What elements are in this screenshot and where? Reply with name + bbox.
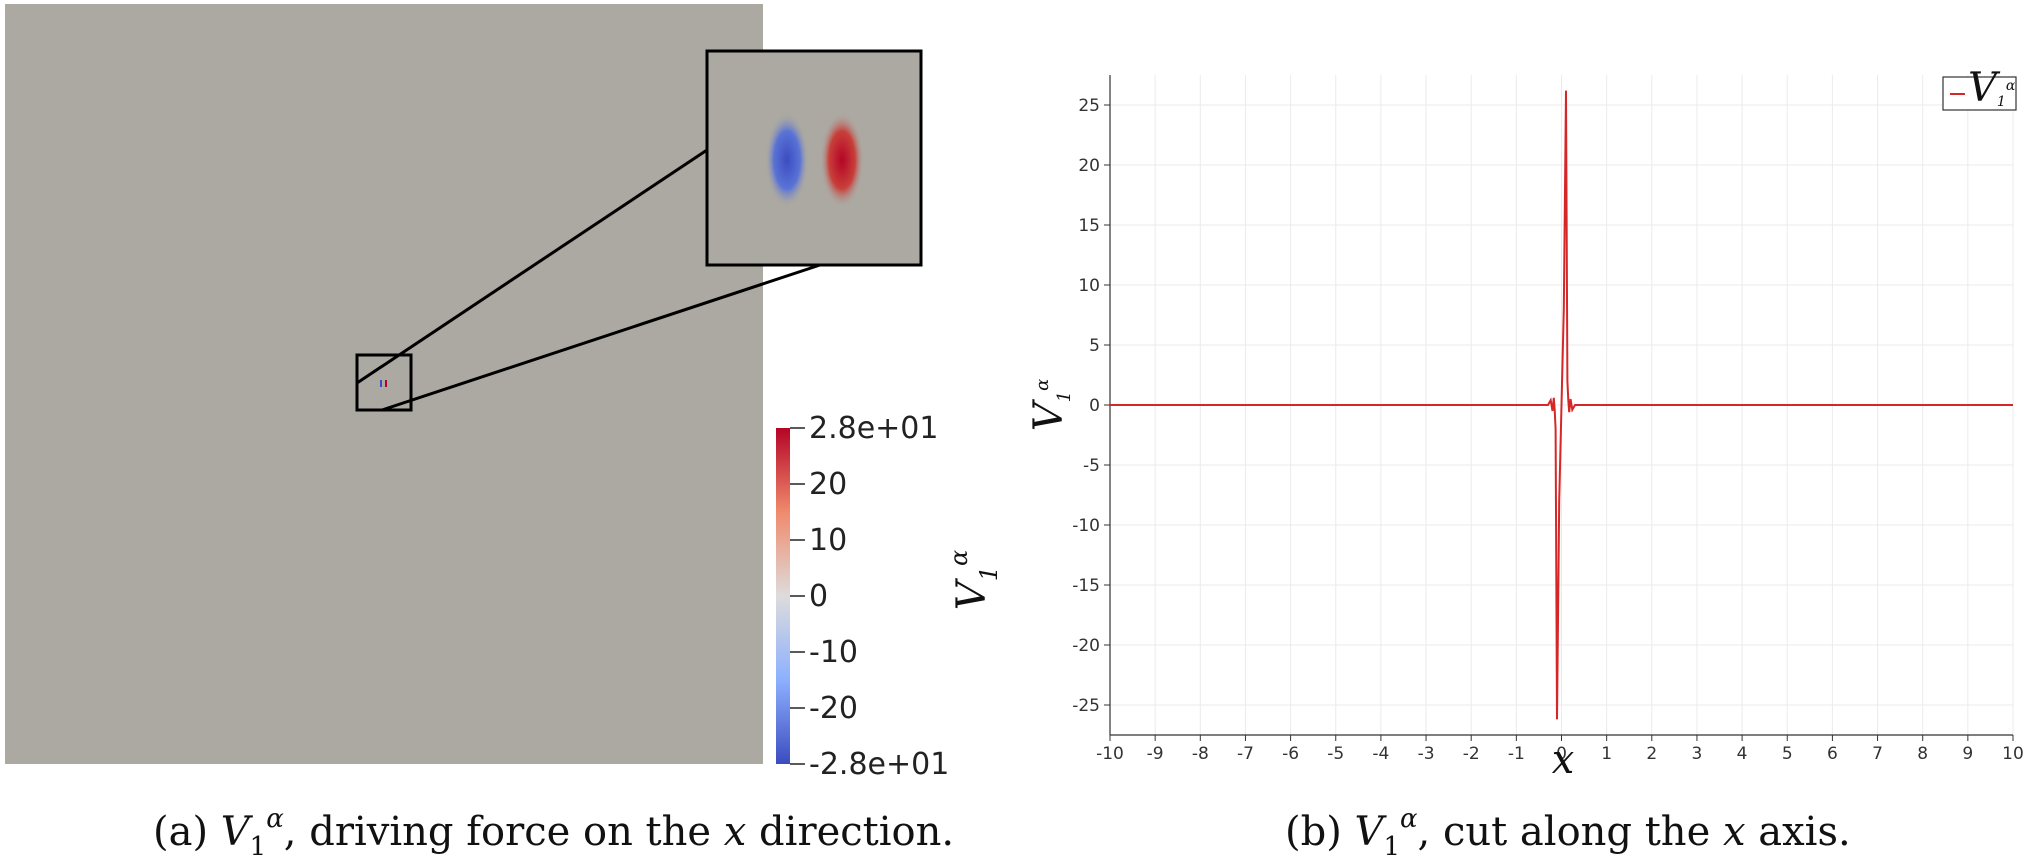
colorbar-tick-label: -10: [809, 635, 858, 670]
svg-text:V1α: V1α: [1026, 379, 1075, 432]
series-line-v1-alpha: [1110, 90, 2013, 720]
svg-text:V1α: V1α: [945, 550, 1003, 610]
caption-b-rest: , cut along the: [1418, 809, 1723, 855]
y-tick-label: 15: [1078, 216, 1100, 236]
caption-a: (a) V1α, driving force on the x directio…: [153, 804, 954, 862]
zoom-connector-upper: [356, 148, 708, 385]
y-axis-label-symbol: V: [1026, 398, 1072, 431]
y-tick-label: -20: [1072, 636, 1100, 656]
y-tick-label: 10: [1078, 276, 1100, 296]
caption-a-subscript: 1: [250, 832, 267, 862]
x-tick-label: 5: [1782, 744, 1793, 764]
colorbar-tick-label: -20: [809, 691, 858, 726]
y-tick-labels: 25 20 15 10 5 0 -5 -10 -15 -20 -25: [1072, 96, 1110, 716]
y-tick-label: -25: [1072, 696, 1100, 716]
colorbar-label-superscript: α: [945, 550, 973, 566]
x-tick-label: -7: [1237, 744, 1254, 764]
caption-a-rest: , driving force on the: [284, 809, 724, 855]
x-axis-label: x: [1552, 737, 1575, 783]
x-tick-label: 3: [1692, 744, 1703, 764]
legend-superscript: α: [2006, 78, 2016, 94]
caption-b-end: axis.: [1746, 809, 1851, 855]
colorbar-label: V1α: [945, 550, 1003, 610]
x-tick-label: -8: [1192, 744, 1209, 764]
colorbar-tick-label: -2.8e+01: [809, 747, 949, 782]
x-tick-label: 10: [2002, 744, 2024, 764]
x-tick-label: -4: [1372, 744, 1389, 764]
x-tick-label: 8: [1917, 744, 1928, 764]
colorbar-tick-label: 2.8e+01: [809, 411, 938, 446]
x-tick-label: 1: [1601, 744, 1612, 764]
y-tick-label: -5: [1083, 456, 1100, 476]
legend-entry: V1α: [1968, 65, 2016, 111]
colorbar-tick-label: 10: [809, 523, 847, 558]
caption-b-symbol: V: [1355, 809, 1388, 855]
y-axis-label-subscript: 1: [1054, 391, 1075, 402]
legend-subscript: 1: [1997, 94, 2006, 110]
caption-b-var: x: [1723, 809, 1746, 855]
colorbar-tick-label: 0: [809, 579, 828, 614]
x-tick-label: -1: [1508, 744, 1525, 764]
caption-b-subscript: 1: [1383, 832, 1400, 862]
caption-a-end: direction.: [746, 809, 954, 855]
legend-symbol: V: [1968, 65, 2001, 111]
caption-b-prefix: (b): [1285, 809, 1342, 855]
y-axis-label-superscript: α: [1032, 379, 1053, 391]
x-tick-label: -6: [1282, 744, 1299, 764]
x-tick-labels: -10 -9 -8 -7 -6 -5 -4 -3 -2 -1 0 1 2 3 4 5 6 7 8 9 10: [1096, 735, 2024, 764]
y-tick-label: 5: [1089, 336, 1100, 356]
zoom-connector-lower: [381, 263, 821, 412]
y-tick-label: -10: [1072, 516, 1100, 536]
caption-a-var: x: [724, 809, 747, 855]
y-tick-label: 20: [1078, 156, 1100, 176]
colorbar-tick-label: 20: [809, 467, 847, 502]
inset-red-lobe: [820, 112, 864, 208]
y-tick-label: 25: [1078, 96, 1100, 116]
x-tick-label: 9: [1962, 744, 1973, 764]
colorbar-label-symbol: V: [949, 577, 995, 610]
panel-b: -10 -9 -8 -7 -6 -5 -4 -3 -2 -1 0 1 2 3 4 5 6 7 8 9 10 252015…: [1026, 65, 2024, 862]
x-tick-label: -10: [1096, 744, 1124, 764]
x-tick-label: -3: [1418, 744, 1435, 764]
y-tick-label: 0: [1089, 396, 1100, 416]
y-axis-label: V1α: [1026, 379, 1075, 432]
x-tick-label: -9: [1147, 744, 1164, 764]
caption-b: (b) V1α, cut along the x axis.: [1285, 804, 1851, 862]
x-tick-label: -5: [1327, 744, 1344, 764]
chart-legend: V1α: [1942, 65, 2017, 111]
x-tick-label: 0: [1556, 744, 1567, 764]
small-red-mark: [385, 380, 387, 387]
caption-a-symbol: V: [221, 809, 254, 855]
colorbar-label-subscript: 1: [975, 566, 1003, 581]
zoom-inset: [705, 49, 923, 267]
small-blue-mark: [380, 380, 382, 387]
colorbar-ticks: 2.8e+01 20 10 0 -10 -20 -2.8e+01: [790, 411, 949, 782]
x-tick-label: 4: [1737, 744, 1748, 764]
colorbar: [776, 428, 790, 764]
caption-b-superscript: α: [1400, 804, 1418, 834]
x-tick-label: 6: [1827, 744, 1838, 764]
x-tick-label: 7: [1872, 744, 1883, 764]
inset-blue-lobe: [765, 112, 809, 208]
caption-a-prefix: (a): [153, 809, 208, 855]
x-tick-label: 2: [1646, 744, 1657, 764]
field-background: [5, 4, 763, 764]
caption-a-superscript: α: [266, 804, 284, 834]
y-tick-label: -15: [1072, 576, 1100, 596]
x-tick-label: -2: [1463, 744, 1480, 764]
